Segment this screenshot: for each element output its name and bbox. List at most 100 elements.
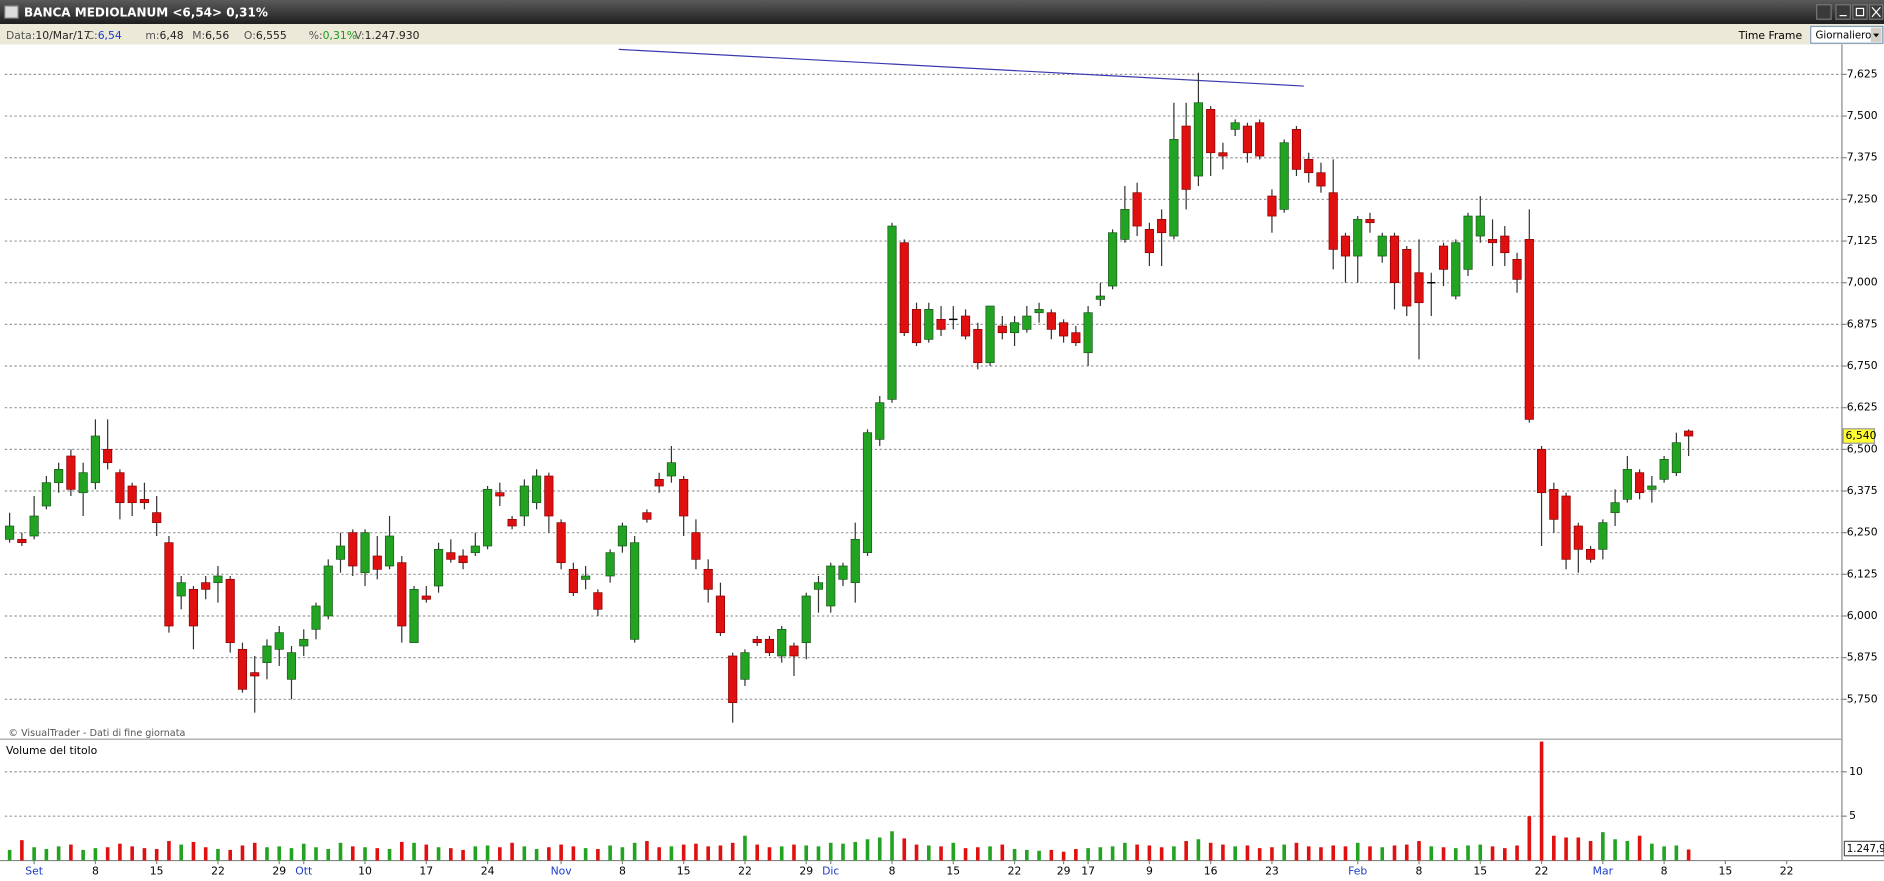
pin-button[interactable] bbox=[1816, 4, 1832, 20]
x-tick-label: 22 bbox=[211, 864, 225, 877]
x-tick-label: 8 bbox=[1661, 864, 1668, 877]
candle-body bbox=[286, 652, 297, 680]
candle-body bbox=[1353, 219, 1363, 257]
candle-body bbox=[752, 638, 762, 644]
info-value: 10/Mar/17 bbox=[35, 29, 90, 42]
volume-value-label: 1.247,9 bbox=[1847, 844, 1884, 855]
minimize-button[interactable] bbox=[1835, 4, 1851, 20]
volume-bar bbox=[252, 842, 257, 861]
candle-body bbox=[250, 672, 260, 677]
volume-bar bbox=[81, 849, 85, 861]
volume-bar bbox=[939, 846, 943, 861]
volume-bar bbox=[951, 842, 956, 861]
info-label: C: bbox=[87, 29, 98, 42]
volume-bar bbox=[228, 849, 233, 861]
volume-bar bbox=[1208, 842, 1213, 861]
volume-bar bbox=[1159, 847, 1164, 861]
volume-bar bbox=[179, 844, 183, 861]
candle-body bbox=[777, 628, 787, 657]
volume-bar bbox=[1294, 842, 1299, 861]
volume-bar bbox=[1331, 845, 1336, 861]
candle-body bbox=[1181, 125, 1191, 190]
volume-bar bbox=[301, 843, 306, 861]
volume-bar bbox=[56, 846, 61, 861]
volume-bar bbox=[498, 847, 502, 861]
candle-body bbox=[433, 548, 444, 587]
candle-body bbox=[225, 578, 235, 644]
info-item: m:6,48 bbox=[145, 29, 183, 42]
candle-body bbox=[1010, 322, 1020, 334]
candle-body bbox=[936, 319, 946, 330]
candle-body bbox=[997, 325, 1007, 334]
info-label: M: bbox=[192, 29, 205, 42]
info-item: V:1.247.930 bbox=[354, 29, 419, 42]
volume-bar bbox=[583, 848, 588, 861]
volume-bar bbox=[1588, 841, 1593, 861]
maximize-button[interactable] bbox=[1852, 4, 1868, 20]
volume-bar bbox=[375, 848, 380, 861]
time-frame-select[interactable] bbox=[1810, 25, 1884, 44]
close-glyph bbox=[1871, 6, 1881, 18]
volume-bar bbox=[841, 843, 845, 861]
volume-bar bbox=[743, 835, 747, 861]
volume-bar bbox=[1380, 847, 1385, 861]
candle-body bbox=[715, 595, 726, 634]
candle-body bbox=[127, 485, 137, 504]
chart-area bbox=[0, 44, 1884, 881]
candle-body bbox=[1279, 142, 1289, 210]
volume-bar bbox=[1012, 849, 1017, 861]
volume-bar bbox=[1110, 846, 1115, 861]
candle-body bbox=[372, 555, 382, 570]
x-tick-label: Mar bbox=[1593, 864, 1614, 877]
candle-body bbox=[507, 518, 517, 527]
volume-bar bbox=[142, 848, 147, 861]
candle-body bbox=[164, 542, 174, 627]
volume-bar bbox=[1000, 844, 1005, 861]
volume-bar bbox=[277, 846, 282, 861]
candle-body bbox=[1549, 488, 1559, 520]
volume-bar bbox=[473, 846, 478, 861]
x-tick-label: Feb bbox=[1348, 864, 1367, 877]
y-tick-label: 6,000 bbox=[1847, 609, 1878, 622]
volume-bar bbox=[1637, 835, 1642, 861]
candle-body bbox=[789, 645, 799, 657]
x-tick-label: 8 bbox=[889, 864, 896, 877]
candle-body bbox=[66, 455, 76, 490]
volume-bar bbox=[240, 845, 245, 861]
candle-body bbox=[1157, 219, 1167, 234]
volume-bar bbox=[1355, 842, 1360, 861]
candle-body bbox=[581, 575, 591, 580]
volume-bar bbox=[559, 844, 563, 861]
x-tick-label: 15 bbox=[677, 864, 691, 877]
candle-body bbox=[1193, 102, 1203, 177]
volume-bar bbox=[1184, 841, 1188, 861]
volume-bar bbox=[1515, 845, 1519, 861]
candle-body bbox=[1475, 215, 1485, 237]
volume-bar bbox=[20, 840, 24, 861]
x-tick-label: 24 bbox=[481, 864, 495, 877]
y-tick-label: 5,875 bbox=[1847, 651, 1878, 664]
candle-body bbox=[887, 225, 897, 400]
candle-body bbox=[1169, 139, 1179, 237]
x-tick-label: 16 bbox=[1204, 864, 1218, 877]
last-price-box bbox=[1842, 428, 1875, 444]
candle-body bbox=[201, 582, 211, 590]
info-value: 1.247.930 bbox=[365, 29, 420, 42]
candle-body bbox=[1291, 129, 1302, 170]
candle-body bbox=[1132, 192, 1142, 227]
volume-bar bbox=[1417, 841, 1421, 861]
volume-bar bbox=[461, 849, 465, 861]
info-value: 0,31% bbox=[323, 29, 357, 42]
volume-bar bbox=[1429, 846, 1434, 861]
candle-body bbox=[532, 475, 542, 504]
volume-bar bbox=[387, 849, 392, 861]
volume-bar bbox=[424, 844, 429, 861]
volume-bar bbox=[338, 842, 343, 861]
trendline bbox=[618, 48, 1304, 87]
volume-bar bbox=[816, 846, 821, 861]
volume-bar bbox=[1270, 847, 1274, 861]
candle-body bbox=[495, 492, 505, 497]
volume-bar bbox=[7, 849, 12, 861]
volume-bar bbox=[399, 841, 404, 861]
volume-bar bbox=[191, 841, 196, 861]
